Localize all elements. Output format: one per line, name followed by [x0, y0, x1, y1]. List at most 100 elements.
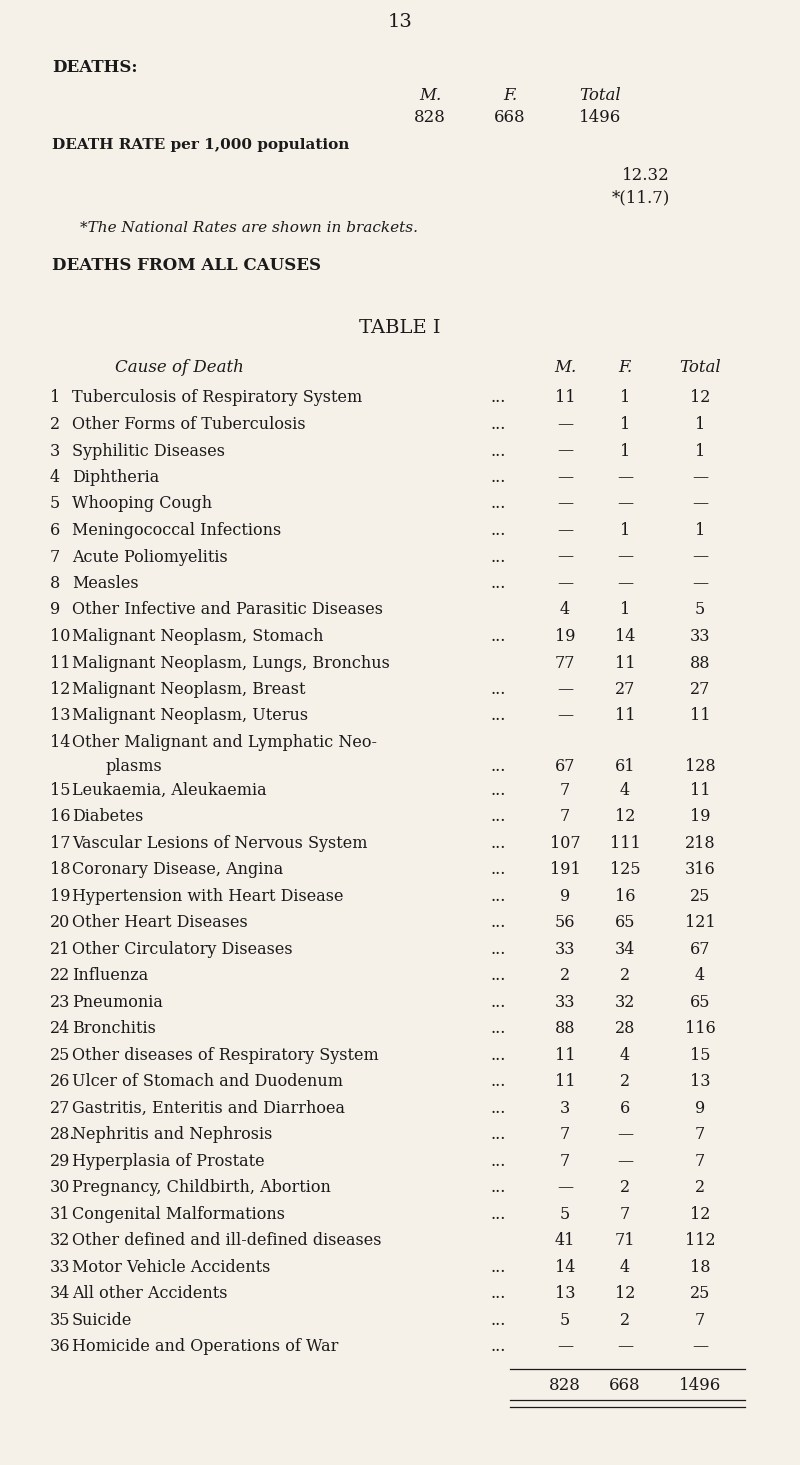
Text: 13: 13	[387, 13, 413, 31]
Text: —: —	[617, 1153, 633, 1169]
Text: 8: 8	[50, 574, 60, 592]
Text: DEATH RATE per 1,000 population: DEATH RATE per 1,000 population	[52, 138, 350, 152]
Text: 10: 10	[50, 628, 70, 645]
Text: 3: 3	[560, 1100, 570, 1116]
Text: Total: Total	[579, 86, 621, 104]
Text: 1: 1	[620, 442, 630, 460]
Text: 71: 71	[614, 1232, 635, 1250]
Text: ...: ...	[490, 967, 506, 984]
Text: 2: 2	[620, 1074, 630, 1090]
Text: Diphtheria: Diphtheria	[72, 469, 159, 486]
Text: 7: 7	[50, 548, 60, 565]
Text: Homicide and Operations of War: Homicide and Operations of War	[72, 1338, 338, 1355]
Text: 1496: 1496	[679, 1377, 721, 1393]
Text: 13: 13	[554, 1285, 575, 1302]
Text: Malignant Neoplasm, Uterus: Malignant Neoplasm, Uterus	[72, 708, 308, 725]
Text: 7: 7	[695, 1153, 705, 1169]
Text: 13: 13	[50, 708, 70, 725]
Text: —: —	[557, 681, 573, 697]
Text: 14: 14	[615, 628, 635, 645]
Text: 11: 11	[554, 1074, 575, 1090]
Text: M.: M.	[419, 86, 441, 104]
Text: 5: 5	[50, 495, 60, 513]
Text: —: —	[692, 548, 708, 565]
Text: 1: 1	[695, 416, 705, 434]
Text: 9: 9	[695, 1100, 705, 1116]
Text: 7: 7	[695, 1127, 705, 1143]
Text: 5: 5	[695, 602, 705, 618]
Text: Motor Vehicle Accidents: Motor Vehicle Accidents	[72, 1258, 270, 1276]
Text: Other Infective and Parasitic Diseases: Other Infective and Parasitic Diseases	[72, 602, 383, 618]
Text: 31: 31	[50, 1206, 70, 1223]
Text: 1: 1	[620, 602, 630, 618]
Text: 13: 13	[690, 1074, 710, 1090]
Text: 9: 9	[50, 602, 60, 618]
Text: Meningococcal Infections: Meningococcal Infections	[72, 522, 282, 539]
Text: Gastritis, Enteritis and Diarrhoea: Gastritis, Enteritis and Diarrhoea	[72, 1100, 345, 1116]
Text: ...: ...	[490, 1127, 506, 1143]
Text: 1: 1	[620, 522, 630, 539]
Text: ...: ...	[490, 782, 506, 798]
Text: ...: ...	[490, 628, 506, 645]
Text: 32: 32	[50, 1232, 70, 1250]
Text: F.: F.	[503, 86, 517, 104]
Text: Measles: Measles	[72, 574, 138, 592]
Text: Syphilitic Diseases: Syphilitic Diseases	[72, 442, 225, 460]
Text: ...: ...	[490, 914, 506, 932]
Text: 12: 12	[50, 681, 70, 697]
Text: TABLE I: TABLE I	[359, 319, 441, 337]
Text: 21: 21	[50, 941, 70, 958]
Text: 11: 11	[554, 1046, 575, 1064]
Text: Other Circulatory Diseases: Other Circulatory Diseases	[72, 941, 293, 958]
Text: ...: ...	[490, 861, 506, 878]
Text: 4: 4	[50, 469, 60, 486]
Text: ...: ...	[490, 809, 506, 825]
Text: ...: ...	[490, 390, 506, 406]
Text: ...: ...	[490, 442, 506, 460]
Text: —: —	[692, 1338, 708, 1355]
Text: 15: 15	[50, 782, 70, 798]
Text: 191: 191	[550, 861, 580, 878]
Text: ...: ...	[490, 1153, 506, 1169]
Text: *(11.7): *(11.7)	[612, 189, 670, 207]
Text: 30: 30	[50, 1179, 70, 1197]
Text: 19: 19	[554, 628, 575, 645]
Text: Congenital Malformations: Congenital Malformations	[72, 1206, 285, 1223]
Text: 5: 5	[560, 1206, 570, 1223]
Text: —: —	[557, 522, 573, 539]
Text: Malignant Neoplasm, Lungs, Bronchus: Malignant Neoplasm, Lungs, Bronchus	[72, 655, 390, 671]
Text: 14: 14	[555, 1258, 575, 1276]
Text: 1: 1	[620, 390, 630, 406]
Text: Total: Total	[679, 359, 721, 377]
Text: ...: ...	[490, 993, 506, 1011]
Text: Pregnancy, Childbirth, Abortion: Pregnancy, Childbirth, Abortion	[72, 1179, 331, 1197]
Text: Tuberculosis of Respiratory System: Tuberculosis of Respiratory System	[72, 390, 362, 406]
Text: —: —	[557, 469, 573, 486]
Text: 5: 5	[560, 1311, 570, 1329]
Text: 88: 88	[554, 1020, 575, 1037]
Text: ...: ...	[490, 1285, 506, 1302]
Text: 27: 27	[690, 681, 710, 697]
Text: 1: 1	[620, 416, 630, 434]
Text: Vascular Lesions of Nervous System: Vascular Lesions of Nervous System	[72, 835, 367, 851]
Text: *The National Rates are shown in brackets.: *The National Rates are shown in bracket…	[80, 221, 418, 234]
Text: 7: 7	[560, 1153, 570, 1169]
Text: Other Malignant and Lymphatic Neo-: Other Malignant and Lymphatic Neo-	[72, 734, 377, 752]
Text: 20: 20	[50, 914, 70, 932]
Text: DEATHS:: DEATHS:	[52, 60, 138, 76]
Text: 4: 4	[620, 1258, 630, 1276]
Text: 668: 668	[609, 1377, 641, 1393]
Text: 11: 11	[554, 390, 575, 406]
Text: 67: 67	[554, 757, 575, 775]
Text: Other defined and ill-defined diseases: Other defined and ill-defined diseases	[72, 1232, 382, 1250]
Text: Whooping Cough: Whooping Cough	[72, 495, 212, 513]
Text: 4: 4	[620, 1046, 630, 1064]
Text: Other Forms of Tuberculosis: Other Forms of Tuberculosis	[72, 416, 306, 434]
Text: 11: 11	[690, 708, 710, 725]
Text: ...: ...	[490, 1206, 506, 1223]
Text: —: —	[557, 548, 573, 565]
Text: 7: 7	[560, 809, 570, 825]
Text: 3: 3	[50, 442, 60, 460]
Text: 4: 4	[695, 967, 705, 984]
Text: 7: 7	[620, 1206, 630, 1223]
